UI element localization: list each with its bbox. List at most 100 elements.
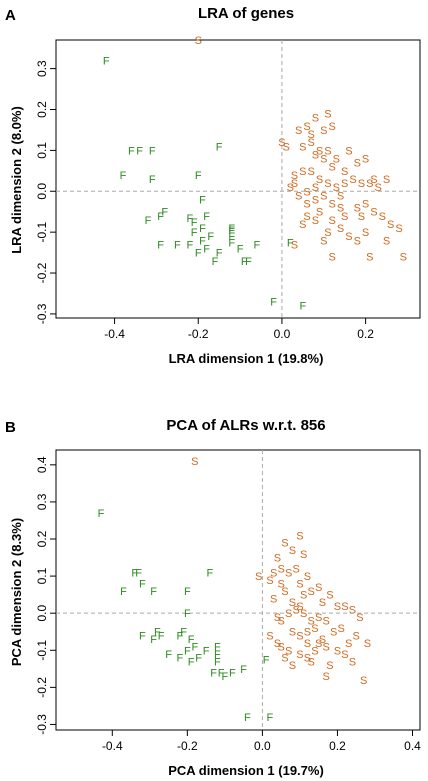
panel-b-point-f: F [150, 634, 157, 646]
panel-a-point-s: S [324, 227, 331, 239]
panel-a-point-s: S [337, 203, 344, 215]
panel-b-point-s: S [323, 671, 330, 683]
panel-a-point-s: S [349, 174, 356, 186]
panel-b-point-s: S [349, 604, 356, 616]
panel-a-point-f: F [245, 256, 252, 268]
panel-a-point-s: S [316, 207, 323, 219]
panel-b-point-s: S [360, 675, 367, 687]
panel-b-point-s: S [326, 590, 333, 602]
panel-b-point-s: S [308, 656, 315, 668]
panel-a-point-s: S [287, 182, 294, 194]
panel-a-point-f: F [203, 244, 210, 256]
panel-a-point-s: S [370, 207, 377, 219]
panel-b-point-f: F [184, 608, 191, 620]
panel-b-point-f: F [195, 653, 202, 665]
panel-b-point-s: S [338, 623, 345, 635]
panel-a-x-tick-label: -0.2 [188, 327, 209, 341]
panel-a-point-s: S [316, 174, 323, 186]
panel-a-y-tick-label: 0.3 [35, 60, 49, 77]
panel-b-point-f: F [139, 579, 146, 591]
panel-a-point-f: F [199, 194, 206, 206]
panel-b-point-s: S [277, 564, 284, 576]
panel-b-y-tick-label: -0.2 [35, 677, 49, 698]
panel-a-point-s: S [387, 219, 394, 231]
panel-a-point-f: F [228, 223, 235, 235]
panel-b-point-f: F [191, 642, 198, 654]
panel-a-point-f: F [128, 145, 135, 157]
panel-b-point-s: S [304, 627, 311, 639]
panel-a-point-f: F [157, 211, 164, 223]
panel-a-point-s: S [337, 223, 344, 235]
panel-a-point-f: F [191, 217, 198, 229]
panel-b-point-s: S [330, 627, 337, 639]
panel-b-point-s: S [289, 597, 296, 609]
panel-a-y-axis-label: LRA dimension 2 (8.0%) [9, 106, 24, 254]
panel-b-point-s: S [308, 586, 315, 598]
panel-a-point-f: F [216, 141, 223, 153]
panel-b-point-s: S [353, 630, 360, 642]
panel-a-point-s: S [282, 141, 289, 153]
panel-b-point-s: S [285, 645, 292, 657]
panel-b-point-s: S [191, 456, 198, 468]
panel-b-y-tick-label: -0.3 [35, 714, 49, 735]
panel-b-point-s: S [311, 623, 318, 635]
panel-b-point-f: F [158, 630, 165, 642]
panel-b-point-f: F [240, 664, 247, 676]
panel-b: B PCA of ALRs w.r.t. 856 PCA dimension 1… [5, 417, 421, 778]
panel-a-point-f: F [199, 223, 206, 235]
panel-b-point-f: F [184, 645, 191, 657]
panel-a-title: LRA of genes [198, 5, 294, 22]
panel-a-point-s: S [312, 215, 319, 227]
panel-b-point-s: S [296, 601, 303, 613]
panel-b-point-s: S [356, 612, 363, 624]
panel-b-plot-frame [55, 449, 421, 731]
panel-b-point-f: F [221, 671, 228, 683]
panel-b-y-tick-label: 0.3 [35, 493, 49, 510]
panel-a-point-s: S [308, 166, 315, 178]
panel-a-point-s: S [324, 178, 331, 190]
panel-a-point-s: S [278, 137, 285, 149]
panel-b-point-s: S [300, 608, 307, 620]
panel-b-point-s: S [364, 638, 371, 650]
panel-a-point-s: S [312, 149, 319, 161]
panel-a-point-s: S [328, 252, 335, 264]
panel-a-point-s: S [308, 129, 315, 141]
panel-b-point-s: S [274, 638, 281, 650]
panel-a-point-s: S [320, 190, 327, 202]
panel-a-x-tick-label: 0.2 [357, 327, 374, 341]
panel-a-point-s: S [362, 199, 369, 211]
panel-b-point-s: S [281, 653, 288, 665]
panel-a-point-s: S [400, 252, 407, 264]
panel-a-point-f: F [237, 244, 244, 256]
panel-a-point-f: F [241, 256, 248, 268]
panel-a-point-s: S [320, 125, 327, 137]
panel-a-point-s: S [354, 203, 361, 215]
panel-a-point-s: S [358, 211, 365, 223]
panel-a-point-s: S [333, 154, 340, 166]
panel-a-point-s: S [324, 145, 331, 157]
panel-b-point-s: S [304, 571, 311, 583]
panel-b-point-s: S [289, 545, 296, 557]
panel-a-y-tick-label: -0.2 [35, 262, 49, 283]
panel-b-point-s: S [334, 601, 341, 613]
panel-b-point-s: S [270, 593, 277, 605]
panel-b-point-s: S [255, 571, 262, 583]
panel-b-letter: B [5, 419, 16, 436]
panel-b-point-s: S [349, 656, 356, 668]
panel-b-point-f: F [218, 668, 225, 680]
panel-a-point-f: F [149, 145, 156, 157]
panel-b-point-f: F [131, 567, 138, 579]
panel-b-point-s: S [315, 582, 322, 594]
panel-b-point-f: F [229, 668, 236, 680]
panel-b-x-tick-label: -0.2 [177, 739, 198, 753]
panel-b-point-f: F [120, 586, 127, 598]
panel-b-point-s: S [300, 549, 307, 561]
panel-a-point-f: F [103, 55, 110, 67]
panel-b-point-s: S [277, 579, 284, 591]
panel-a-point-s: S [354, 158, 361, 170]
panel-a-point-f: F [187, 213, 194, 225]
panel-b-point-s: S [281, 538, 288, 550]
panel-a-point-s: S [362, 227, 369, 239]
panel-b-point-s: S [289, 627, 296, 639]
panel-a-point-f: F [287, 237, 294, 249]
